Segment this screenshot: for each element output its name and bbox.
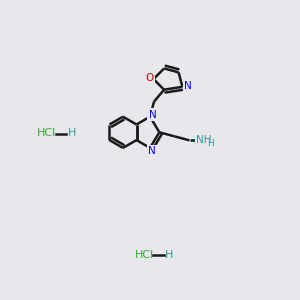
Text: N: N <box>148 110 156 120</box>
Text: HCl: HCl <box>134 250 154 260</box>
Text: N: N <box>184 81 192 91</box>
Text: O: O <box>146 73 154 82</box>
Text: HCl: HCl <box>37 128 56 139</box>
Text: NH: NH <box>196 135 212 145</box>
Text: H: H <box>165 250 174 260</box>
Text: N: N <box>148 146 156 157</box>
Text: H: H <box>207 140 214 148</box>
Text: H: H <box>68 128 76 139</box>
